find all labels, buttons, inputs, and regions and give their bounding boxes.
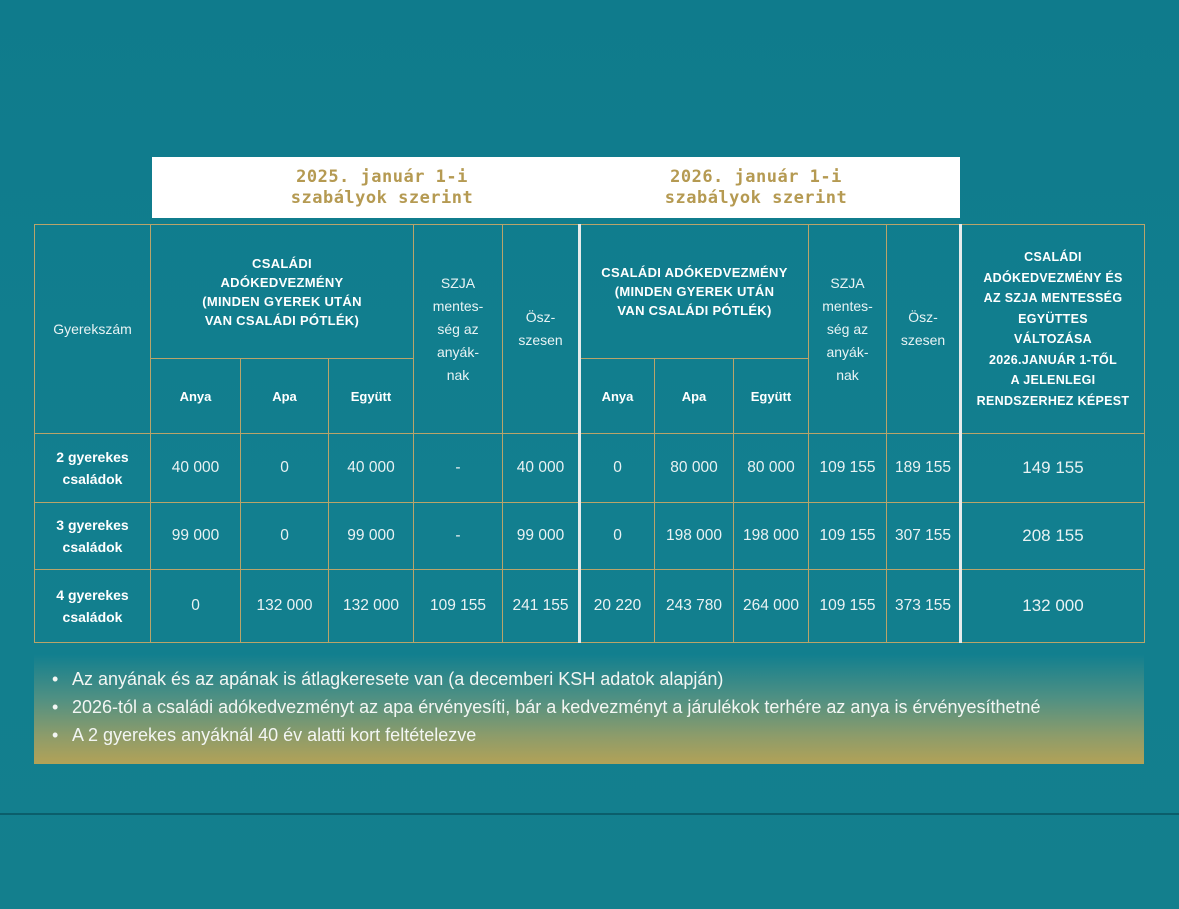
- sub-apa-2025: Apa: [240, 358, 329, 435]
- header-change: CSALÁDI ADÓKEDVEZMÉNY ÉS AZ SZJA MENTESS…: [959, 223, 1145, 435]
- cell-egyutt-2025: 132 000: [328, 568, 414, 644]
- cell-egyutt-2025: 99 000: [328, 501, 414, 570]
- cell-szja-2025: -: [413, 433, 503, 503]
- sub-anya-2026: Anya: [578, 358, 655, 435]
- bullet-icon: •: [52, 697, 59, 717]
- cell-anya-2026: 20 220: [578, 568, 655, 644]
- cell-anya-2026: 0: [578, 433, 655, 503]
- header-gyerekszam: Gyerekszám: [34, 223, 151, 435]
- cell-total-2026: 307 155: [886, 501, 961, 570]
- cell-szja-2025: -: [413, 501, 503, 570]
- note-item: • 2026-tól a családi adókedvezményt az ap…: [52, 693, 1144, 721]
- table-row: 4 gyerekes családok 0 132 000 132 000 10…: [34, 568, 1145, 644]
- bottom-divider: [0, 813, 1179, 815]
- title-2025: 2025. január 1-i szabályok szerint: [290, 167, 474, 208]
- bullet-icon: •: [52, 725, 59, 745]
- cell-szja-2026: 109 155: [808, 568, 887, 644]
- row-label: 3 gyerekes családok: [34, 501, 151, 570]
- cell-total-2025: 99 000: [502, 501, 580, 570]
- cell-egyutt-2026: 80 000: [733, 433, 809, 503]
- comparison-table: Gyerekszám CSALÁDI ADÓKEDVEZMÉNY (MINDEN…: [34, 223, 1145, 644]
- bullet-icon: •: [52, 669, 59, 689]
- cell-egyutt-2026: 264 000: [733, 568, 809, 644]
- sub-egyutt-2025: Együtt: [328, 358, 414, 435]
- table-row: 3 gyerekes családok 99 000 0 99 000 - 99…: [34, 501, 1145, 570]
- sub-apa-2026: Apa: [654, 358, 734, 435]
- cell-anya-2026: 0: [578, 501, 655, 570]
- cell-szja-2026: 109 155: [808, 433, 887, 503]
- cell-szja-2026: 109 155: [808, 501, 887, 570]
- title-2026: 2026. január 1-i szabályok szerint: [664, 167, 848, 208]
- table-row: 2 gyerekes családok 40 000 0 40 000 - 40…: [34, 433, 1145, 503]
- cell-apa-2025: 132 000: [240, 568, 329, 644]
- header-tax-credit-2025: CSALÁDI ADÓKEDVEZMÉNY (MINDEN GYEREK UTÁ…: [150, 223, 414, 360]
- note-item: • A 2 gyerekes anyáknál 40 év alatti kort…: [52, 721, 1144, 749]
- row-label: 4 gyerekes családok: [34, 568, 151, 644]
- notes-list: • Az anyának és az apának is átlagkereset…: [34, 654, 1144, 749]
- cell-change: 149 155: [959, 433, 1145, 503]
- cell-anya-2025: 40 000: [150, 433, 241, 503]
- cell-anya-2025: 0: [150, 568, 241, 644]
- cell-apa-2025: 0: [240, 433, 329, 503]
- cell-total-2026: 373 155: [886, 568, 961, 644]
- cell-total-2026: 189 155: [886, 433, 961, 503]
- note-text: 2026-tól a családi adókedvezményt az apa…: [72, 697, 1041, 717]
- cell-anya-2025: 99 000: [150, 501, 241, 570]
- notes-box: • Az anyának és az apának is átlagkereset…: [34, 654, 1144, 764]
- cell-apa-2026: 198 000: [654, 501, 734, 570]
- note-item: • Az anyának és az apának is átlagkereset…: [52, 665, 1144, 693]
- cell-change: 132 000: [959, 568, 1145, 644]
- header-box: 2025. január 1-i szabályok szerint 2026.…: [152, 157, 960, 218]
- cell-apa-2026: 80 000: [654, 433, 734, 503]
- header-total-2025: Ösz- szesen: [502, 223, 580, 435]
- cell-change: 208 155: [959, 501, 1145, 570]
- row-label: 2 gyerekes családok: [34, 433, 151, 503]
- sub-anya-2025: Anya: [150, 358, 241, 435]
- cell-total-2025: 241 155: [502, 568, 580, 644]
- note-text: A 2 gyerekes anyáknál 40 év alatti kort …: [72, 725, 477, 745]
- cell-szja-2025: 109 155: [413, 568, 503, 644]
- cell-egyutt-2026: 198 000: [733, 501, 809, 570]
- header-total-2026: Ösz- szesen: [886, 223, 961, 435]
- header-tax-credit-2026: CSALÁDI ADÓKEDVEZMÉNY (MINDEN GYEREK UTÁ…: [578, 223, 809, 360]
- cell-apa-2025: 0: [240, 501, 329, 570]
- sub-egyutt-2026: Együtt: [733, 358, 809, 435]
- cell-apa-2026: 243 780: [654, 568, 734, 644]
- cell-egyutt-2025: 40 000: [328, 433, 414, 503]
- header-szja-2025: SZJA mentes- ség az anyák- nak: [413, 223, 503, 435]
- cell-total-2025: 40 000: [502, 433, 580, 503]
- header-szja-2026: SZJA mentes- ség az anyák- nak: [808, 223, 887, 435]
- note-text: Az anyának és az apának is átlagkeresete…: [72, 669, 724, 689]
